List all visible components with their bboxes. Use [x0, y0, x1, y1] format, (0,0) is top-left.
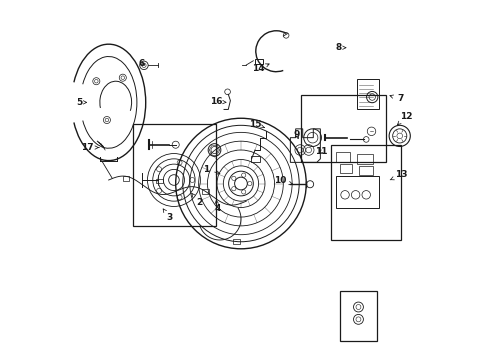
Text: 1: 1 [203, 165, 220, 174]
Bar [133, 123, 216, 226]
Text: 12: 12 [397, 112, 411, 125]
Bar [300, 95, 385, 162]
Bar [202, 189, 208, 194]
Text: 15: 15 [248, 120, 264, 129]
Text: 8: 8 [335, 43, 345, 52]
Bar [358, 166, 372, 175]
Bar [330, 145, 401, 240]
Bar [336, 176, 378, 208]
Text: 13: 13 [389, 170, 407, 180]
Text: 4: 4 [214, 200, 220, 213]
Text: 3: 3 [163, 209, 172, 221]
Text: 17: 17 [81, 143, 99, 152]
Bar [357, 153, 372, 164]
Text: 11: 11 [314, 147, 327, 156]
Bar [122, 176, 129, 181]
Text: 5: 5 [77, 98, 86, 107]
Text: 2: 2 [191, 193, 202, 207]
Text: 10: 10 [274, 176, 292, 185]
Bar [233, 239, 240, 243]
Text: 7: 7 [389, 94, 403, 103]
Text: 9: 9 [293, 130, 300, 139]
Bar [339, 291, 376, 341]
Bar [339, 164, 351, 173]
Bar [250, 156, 259, 162]
Text: 6: 6 [139, 59, 144, 68]
Text: 14: 14 [252, 64, 268, 73]
Text: 16: 16 [210, 97, 225, 106]
Bar [156, 179, 163, 183]
Bar [336, 153, 349, 162]
Bar [255, 59, 263, 64]
